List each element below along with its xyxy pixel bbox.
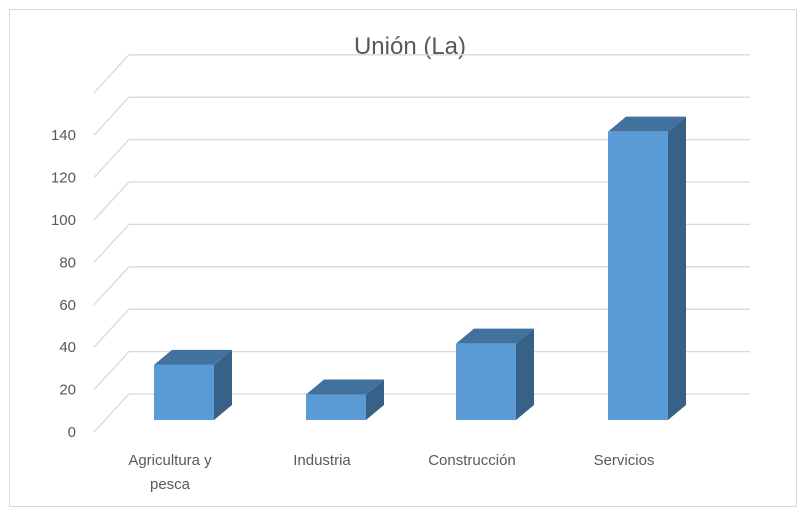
category-label: Servicios — [594, 452, 655, 469]
gridline-diagonal — [93, 393, 130, 433]
gridline-diagonal — [93, 266, 130, 306]
category-label-line: Industria — [293, 452, 351, 469]
gridline-diagonal — [93, 96, 130, 136]
bar-top — [456, 328, 534, 344]
y-tick-label: 60 — [59, 297, 76, 314]
bar-top — [306, 379, 384, 395]
bar — [608, 116, 686, 421]
bar-top — [154, 349, 232, 365]
category-labels: Agricultura y pesca Industria Construcción S… — [128, 452, 654, 493]
bar-front — [608, 131, 668, 420]
category-label: Agricultura y pesca — [128, 452, 212, 493]
gridline-diagonal — [93, 308, 130, 348]
y-tick-label: 140 — [51, 127, 76, 144]
category-label-line: pesca — [150, 476, 191, 493]
gridline-diagonal — [93, 351, 130, 391]
gridline-diagonal — [93, 139, 130, 179]
category-label-line: Agricultura y — [128, 452, 212, 469]
y-axis-ticks: 0 20 40 60 80 100 120 140 — [51, 127, 76, 441]
category-label: Construcción — [428, 452, 516, 469]
bar — [456, 328, 534, 420]
gridline-diagonal — [93, 223, 130, 263]
bar-front — [154, 364, 214, 420]
y-tick-label: 100 — [51, 212, 76, 229]
bar-side — [214, 349, 232, 420]
bar — [154, 349, 232, 420]
bar — [306, 379, 384, 420]
bar-side — [516, 328, 534, 420]
gridline-diagonal — [93, 181, 130, 221]
category-label: Industria — [293, 452, 351, 469]
y-tick-label: 0 — [68, 424, 76, 441]
bar-side — [668, 116, 686, 421]
bar-front — [456, 343, 516, 420]
y-tick-label: 20 — [59, 382, 76, 399]
y-tick-label: 40 — [59, 339, 76, 356]
bar-side — [366, 379, 384, 420]
category-label-line: Servicios — [594, 452, 655, 469]
gridline-diagonal — [93, 54, 130, 94]
bars — [154, 116, 686, 421]
category-label-line: Construcción — [428, 452, 516, 469]
chart-title: Unión (La) — [354, 33, 466, 60]
bar-top — [608, 116, 686, 132]
y-tick-label: 120 — [51, 170, 76, 187]
bar-front — [306, 394, 366, 420]
y-tick-label: 80 — [59, 254, 76, 271]
